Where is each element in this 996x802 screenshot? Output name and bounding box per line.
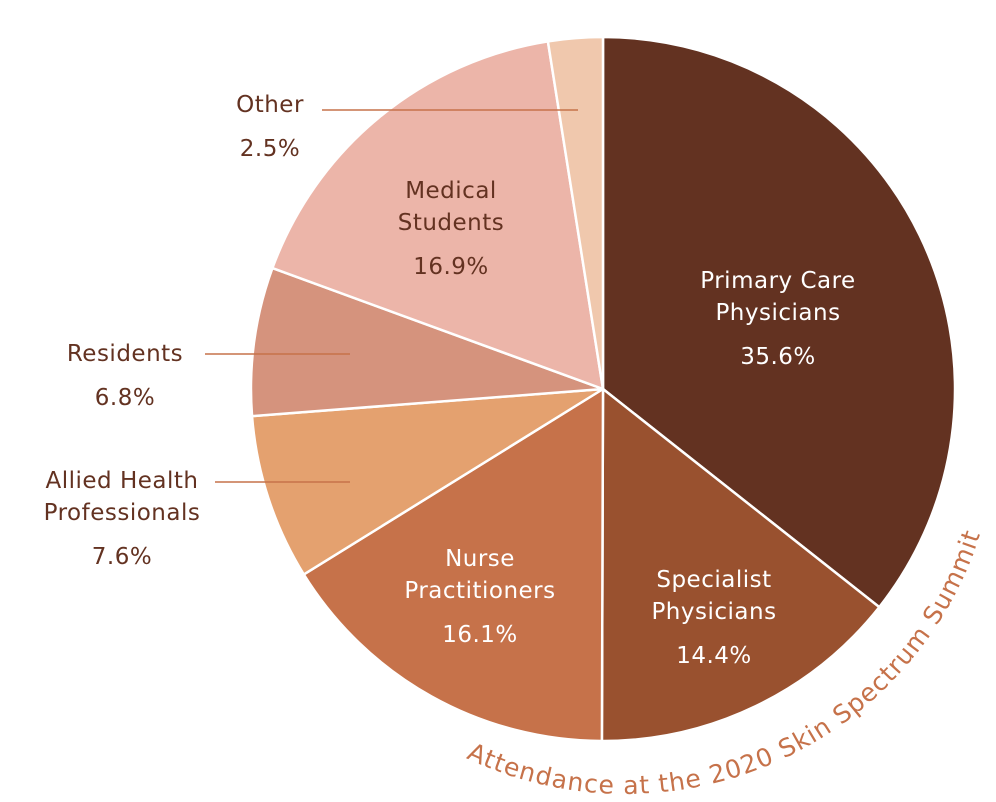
slice-value-label: 14.4%	[676, 643, 752, 669]
pie-slice-medical-students	[271, 40, 605, 391]
pie-slice-other	[546, 35, 605, 391]
slice-value-label: 7.6%	[92, 544, 152, 570]
slice-label-line: Specialist	[656, 567, 771, 593]
slice-label-medical-students: Medical Students 16.9%	[398, 178, 505, 280]
slice-label-line: Professionals	[44, 500, 201, 526]
pie-slice-nurse-practitioners	[302, 387, 605, 743]
leader-lines	[205, 109, 578, 483]
slice-label-line: Nurse	[445, 546, 515, 572]
slice-label-line: Other	[236, 92, 304, 118]
slice-label-nurse-practitioners: Nurse Practitioners 16.1%	[404, 546, 555, 648]
slice-value-label: 16.1%	[442, 622, 518, 648]
slice-labels: Primary Care Physicians 35.6% Specialist Phy…	[44, 92, 856, 669]
slice-label-line: Physicians	[715, 300, 840, 326]
slice-label-line: Primary Care	[700, 268, 855, 294]
slice-value-label: 35.6%	[740, 344, 816, 370]
slice-label-other: Other 2.5%	[236, 92, 304, 162]
slice-label-primary-care-physicians: Primary Care Physicians 35.6%	[700, 268, 855, 370]
pie-slice-specialist-physicians	[600, 387, 881, 743]
slice-label-line: Residents	[67, 341, 183, 367]
slice-label-allied-health-professionals: Allied Health Professionals 7.6%	[44, 468, 201, 570]
pie-slice-allied-health-professionals	[250, 387, 605, 576]
pie-slice-residents	[249, 266, 605, 418]
pie-slices	[249, 35, 957, 743]
slice-value-label: 2.5%	[240, 136, 300, 162]
slice-label-specialist-physicians: Specialist Physicians 14.4%	[651, 567, 776, 669]
slice-label-line: Medical	[405, 178, 497, 204]
pie-slice-primary-care-physicians	[601, 35, 957, 609]
slice-value-label: 16.9%	[413, 254, 489, 280]
slice-label-line: Practitioners	[404, 578, 555, 604]
slice-label-line: Allied Health	[46, 468, 199, 494]
slice-value-label: 6.8%	[95, 385, 155, 411]
slice-label-residents: Residents 6.8%	[67, 341, 183, 411]
slice-label-line: Physicians	[651, 599, 776, 625]
slice-label-line: Students	[398, 210, 505, 236]
